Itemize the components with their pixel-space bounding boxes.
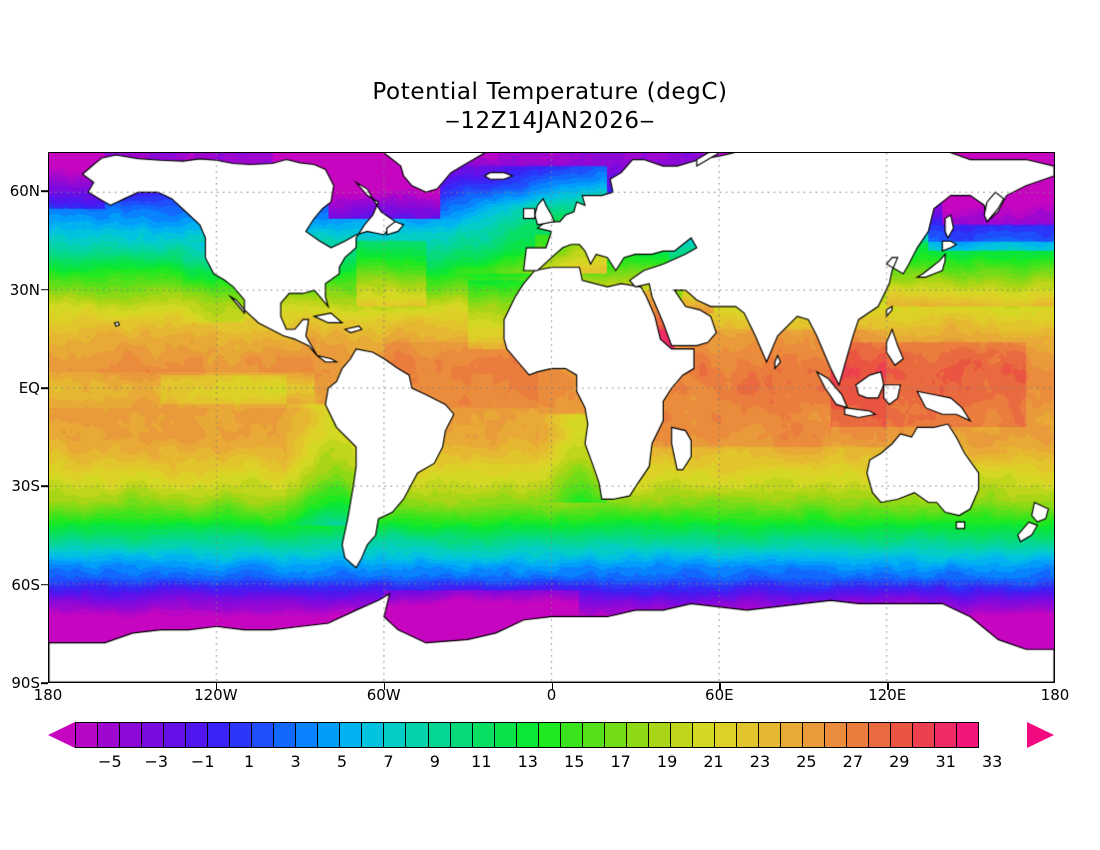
colorbar-cell <box>141 722 165 748</box>
xtick-label-5: 120E <box>868 686 907 704</box>
colorbar-cell <box>757 722 782 748</box>
colorbar-cell <box>824 722 848 748</box>
colorbar-cell <box>647 722 672 748</box>
colorbar-cell <box>713 722 738 748</box>
colorbar-high-arrow <box>1027 722 1054 748</box>
ytick-mark <box>41 190 48 193</box>
colorbar-cell <box>339 722 363 748</box>
colorbar-cell <box>846 722 870 748</box>
sst-heatmap-canvas <box>49 153 1054 682</box>
xtick-label-4: 60E <box>705 686 734 704</box>
colorbar-cell <box>493 722 517 748</box>
colorbar-cell <box>273 722 297 748</box>
colorbar-tick-label: 25 <box>796 752 817 771</box>
colorbar-cell <box>735 722 760 748</box>
colorbar-cell <box>934 722 958 748</box>
colorbar-cell <box>449 722 473 748</box>
chart-subtitle: ‒12Z14JAN2026‒ <box>445 108 655 134</box>
colorbar-cell <box>207 722 231 748</box>
colorbar-cell <box>802 722 826 748</box>
colorbar-cell <box>119 722 143 748</box>
colorbar-cells <box>75 722 980 748</box>
colorbar-cell <box>912 722 936 748</box>
colorbar-tick-label: 15 <box>564 752 585 771</box>
colorbar-tick-label: 19 <box>656 752 678 771</box>
colorbar-tick-label: 23 <box>749 752 771 771</box>
colorbar-cell <box>559 722 583 748</box>
colorbar-tick-label: −1 <box>190 752 215 771</box>
ytick-label-90s: 90S <box>11 674 40 692</box>
colorbar-tick-label: 13 <box>517 752 538 771</box>
colorbar-cell <box>868 722 892 748</box>
ytick-mark <box>41 485 48 488</box>
colorbar-cell <box>625 722 649 748</box>
colorbar-tick-label: 17 <box>610 752 631 771</box>
map-plot-area <box>48 152 1055 683</box>
ytick-mark <box>41 682 48 684</box>
colorbar-cell <box>361 722 385 748</box>
colorbar-cell <box>427 722 451 748</box>
ytick-label-60n: 60N <box>9 182 40 201</box>
xtick-mark <box>383 683 386 690</box>
colorbar-tick-label: −5 <box>98 752 122 771</box>
colorbar-cell <box>75 722 99 748</box>
xtick-label-0: 180 <box>33 686 63 704</box>
colorbar-cell <box>471 722 495 748</box>
xtick-label-6: 180 <box>1040 686 1070 704</box>
xtick-mark <box>887 683 889 690</box>
colorbar-tick-label: 31 <box>935 752 956 771</box>
colorbar-cell <box>515 722 539 748</box>
colorbar-cell <box>383 722 407 748</box>
colorbar-tick-label: 5 <box>336 752 348 771</box>
ytick-mark <box>41 387 48 389</box>
ytick-mark <box>41 583 48 586</box>
colorbar-tick-label: 29 <box>889 752 910 771</box>
ytick-mark <box>41 288 48 291</box>
ytick-label-eq: EQ <box>18 379 40 397</box>
colorbar-cell <box>537 722 561 748</box>
colorbar-cell <box>405 722 429 748</box>
colorbar-cell <box>581 722 605 748</box>
colorbar-cell <box>603 722 627 748</box>
colorbar-cell <box>97 722 121 748</box>
colorbar-cell <box>669 722 694 748</box>
colorbar-low-arrow <box>48 722 75 748</box>
colorbar-cell <box>251 722 275 748</box>
colorbar-tick-label: −3 <box>144 752 169 771</box>
colorbar-cell <box>780 722 804 748</box>
xtick-label-3: 0 <box>546 686 557 704</box>
colorbar-cell <box>229 722 253 748</box>
colorbar-cell <box>163 722 187 748</box>
xtick-label-1: 120W <box>194 686 238 704</box>
colorbar-tick-label: 21 <box>703 752 724 771</box>
colorbar-tick-label: 33 <box>981 752 1003 771</box>
colorbar-tick-label: 3 <box>290 752 301 771</box>
colorbar-cell <box>317 722 341 748</box>
colorbar-tick-label: 11 <box>471 752 492 771</box>
xtick-mark <box>215 683 218 690</box>
colorbar-cell <box>890 722 914 748</box>
xtick-label-2: 60W <box>366 686 401 704</box>
page-title: Potential Temperature (degC) <box>372 79 728 105</box>
colorbar-cell <box>956 722 980 748</box>
xtick-mark <box>719 683 721 690</box>
colorbar-tick-label: 9 <box>429 752 440 771</box>
colorbar-cell <box>185 722 209 748</box>
title-block: Potential Temperature (degC) ‒12Z14JAN20… <box>0 78 1100 136</box>
colorbar-cell <box>295 722 319 748</box>
ytick-label-30n: 30N <box>9 280 40 299</box>
colorbar-cell <box>691 722 716 748</box>
colorbar-tick-label: 1 <box>244 752 255 771</box>
ytick-label-30s: 30S <box>11 477 40 496</box>
colorbar-tick-label: 27 <box>842 752 864 771</box>
ytick-label-60s: 60S <box>11 575 40 594</box>
colorbar-tick-label: 7 <box>383 752 394 771</box>
xtick-mark <box>551 683 554 690</box>
